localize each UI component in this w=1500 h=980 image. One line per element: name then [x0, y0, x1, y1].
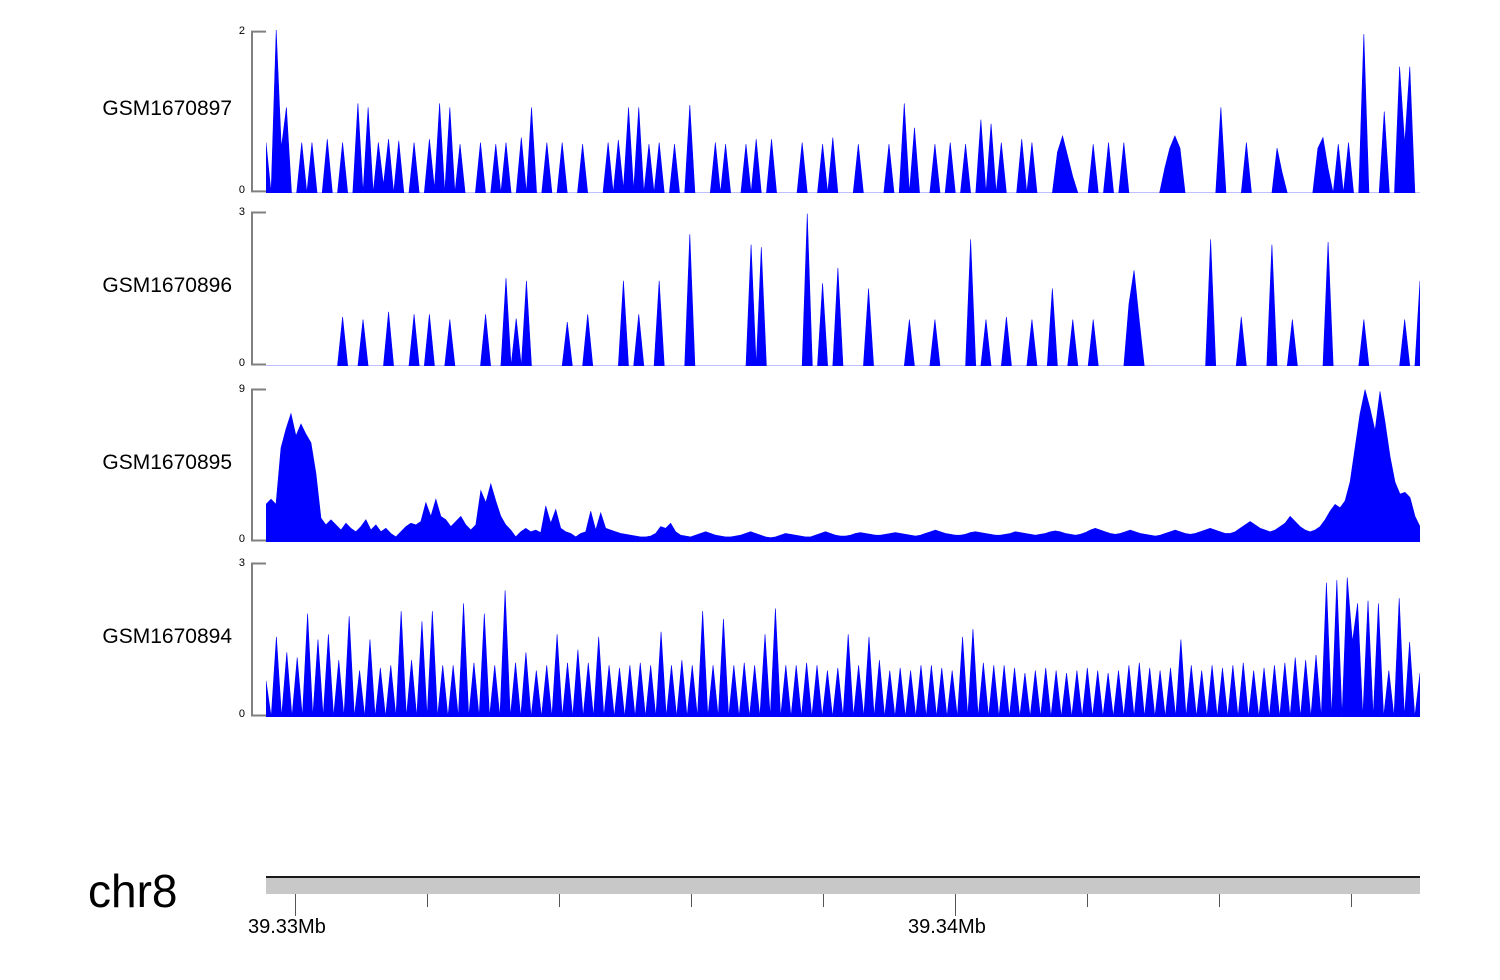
axis-tick-minor: [1219, 894, 1220, 907]
axis-min-label: 0: [238, 533, 245, 545]
track-label-gsm1670894: GSM1670894: [102, 625, 232, 649]
axis-tick-major: [295, 894, 296, 916]
axis-min-label: 0: [238, 184, 245, 196]
axis-tick-minor: [691, 894, 692, 907]
track-row: GSM1670895 9 0: [0, 384, 1500, 545]
track-label-gsm1670895: GSM1670895: [102, 450, 232, 474]
axis-min-label: 0: [238, 708, 245, 720]
track-axis: 3 0: [239, 207, 266, 369]
track-row: GSM1670896 3 0: [0, 207, 1500, 369]
track-plot-gsm1670894[interactable]: [266, 562, 1420, 717]
track-plot-gsm1670897[interactable]: [266, 30, 1420, 193]
axis-tick-minor: [823, 894, 824, 907]
track-label-gsm1670897: GSM1670897: [102, 97, 232, 121]
axis-max-label: 2: [238, 25, 245, 37]
track-axis: 3 0: [239, 558, 266, 720]
axis-tick-label: 39.34Mb: [908, 916, 986, 938]
axis-min-label: 0: [238, 357, 245, 369]
axis-tick-minor: [559, 894, 560, 907]
track-axis: 2 0: [239, 26, 266, 196]
chromosome-axis: chr8 39.33Mb 39.34Mb: [0, 855, 1500, 975]
axis-max-label: 3: [238, 557, 245, 569]
chromosome-name: chr8: [88, 865, 178, 917]
track-plot-gsm1670895[interactable]: [266, 388, 1420, 542]
axis-tick-minor: [1351, 894, 1352, 907]
axis-max-label: 3: [238, 206, 245, 218]
track-axis: 9 0: [239, 384, 266, 545]
axis-tick-minor: [427, 894, 428, 907]
track-row: GSM1670897 2 0: [0, 26, 1500, 196]
axis-tick-label: 39.33Mb: [248, 916, 326, 938]
axis-tick-major: [955, 894, 956, 916]
track-plot-gsm1670896[interactable]: [266, 211, 1420, 366]
axis-tick-minor: [1087, 894, 1088, 907]
track-row: GSM1670894 3 0: [0, 558, 1500, 720]
axis-max-label: 9: [238, 383, 245, 395]
track-label-gsm1670896: GSM1670896: [102, 274, 232, 298]
ideogram-bar[interactable]: [266, 876, 1420, 894]
